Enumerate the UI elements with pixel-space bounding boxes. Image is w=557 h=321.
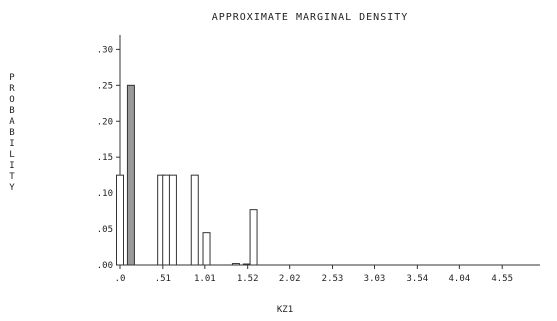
x-tick-label: 4.55 <box>491 274 513 284</box>
y-axis-label-letter: T <box>9 172 15 182</box>
y-tick-label: .25 <box>97 81 113 91</box>
y-tick-label: .20 <box>97 117 113 127</box>
y-axis-label-letter: P <box>9 73 15 83</box>
chart-title: APPROXIMATE MARGINAL DENSITY <box>212 12 409 23</box>
y-axis-label-letter: Y <box>9 183 15 193</box>
x-tick-label: 3.54 <box>407 274 429 284</box>
y-axis-label-letter: B <box>9 128 14 138</box>
bar <box>168 174 177 266</box>
bar <box>249 209 258 266</box>
y-tick-label: .15 <box>97 153 113 163</box>
bar <box>126 84 135 266</box>
y-tick-label: .10 <box>97 189 113 199</box>
y-axis-label-letter: L <box>9 150 14 160</box>
bar <box>116 174 124 266</box>
y-axis-label-letter: I <box>9 139 14 149</box>
x-tick-label: 2.02 <box>279 274 301 284</box>
bar <box>231 263 240 266</box>
x-axis-label: KZ1 <box>277 305 293 315</box>
y-tick-label: .00 <box>97 261 113 271</box>
x-ticks: .0 .51 1.01 1.52 2.02 2.53 3.03 3.54 4.04 4.55 <box>115 265 513 284</box>
x-tick-label: 3.03 <box>364 274 386 284</box>
x-tick-label: .0 <box>115 274 126 284</box>
x-tick-label: .51 <box>155 274 171 284</box>
bars <box>116 84 258 266</box>
y-tick-label: .30 <box>97 45 113 55</box>
x-tick-label: 1.52 <box>237 274 259 284</box>
y-axis-label-letter: B <box>9 106 14 116</box>
x-tick-label: 1.01 <box>194 274 216 284</box>
y-axis-label-letter: I <box>9 161 14 171</box>
y-axis-label-letter: A <box>9 117 15 127</box>
y-axis-label-letter: R <box>9 84 15 94</box>
x-tick-label: 2.53 <box>322 274 344 284</box>
bar <box>162 174 171 266</box>
y-tick-label: .05 <box>97 225 113 235</box>
x-tick-label: 4.04 <box>449 274 471 284</box>
bar <box>242 263 251 266</box>
bar <box>202 232 211 266</box>
y-axis-label-letter: O <box>9 95 14 105</box>
bar <box>190 174 199 266</box>
